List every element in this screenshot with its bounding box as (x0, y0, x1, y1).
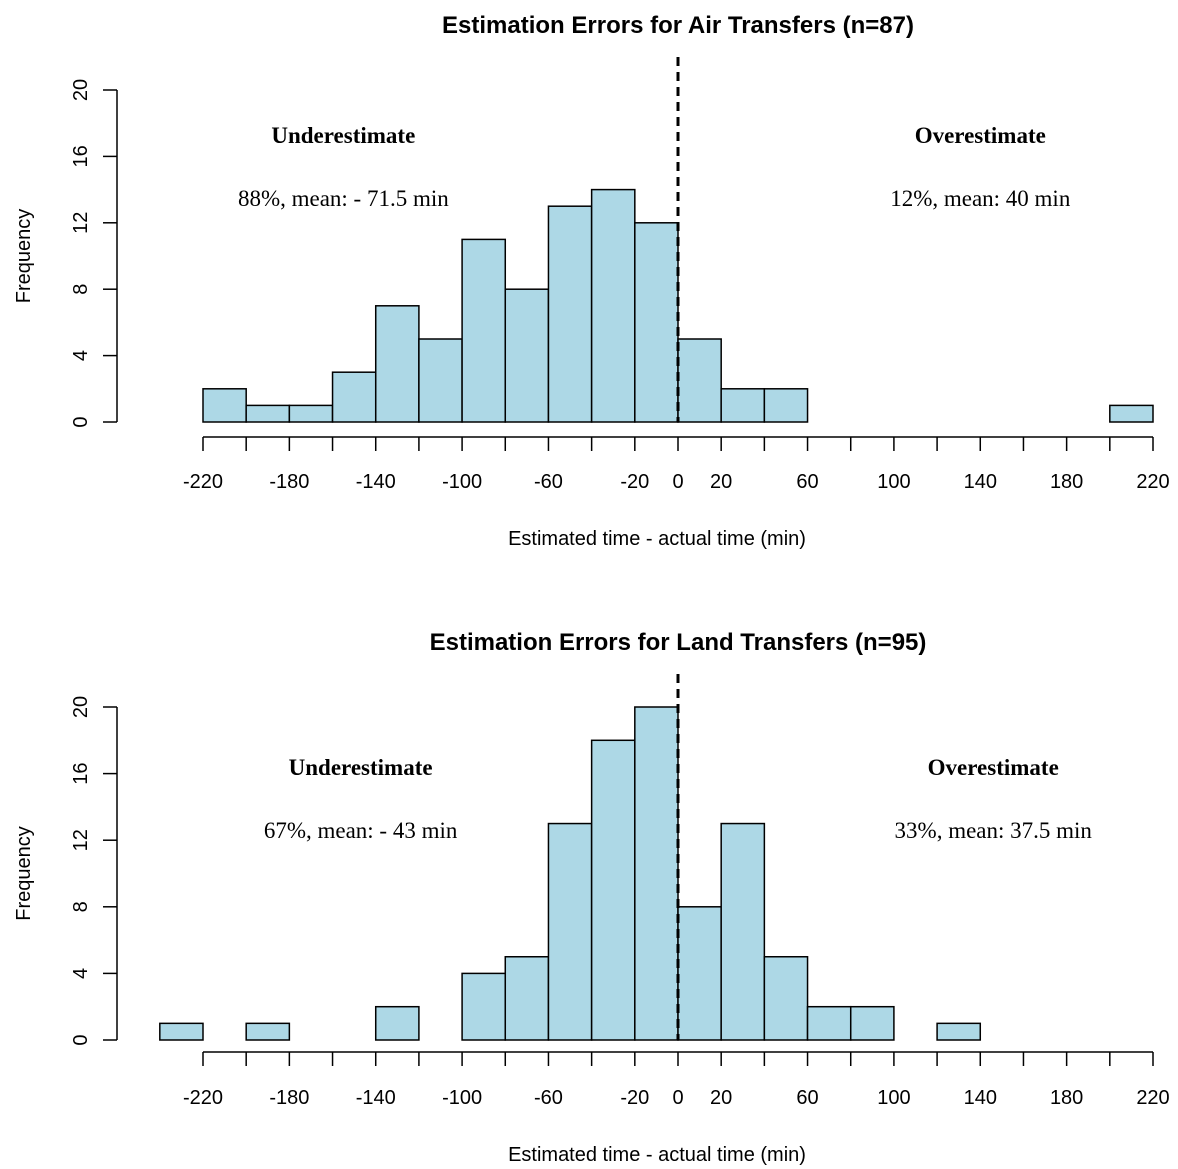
annotation-label: Underestimate (271, 123, 415, 148)
x-axis: -220 -180 -140 -100 -60 -20 0 20 60 100 140 180 220 E… (183, 436, 1170, 550)
x-tick-label: 20 (710, 1087, 732, 1109)
y-tick-label: 4 (70, 350, 92, 361)
bar (331, 371, 377, 423)
x-tick-label: 60 (796, 471, 818, 493)
x-tick-label: -100 (442, 471, 482, 493)
bar (504, 956, 550, 1041)
x-tick-label: -220 (183, 471, 223, 493)
x-tick-label: -180 (269, 1087, 309, 1109)
x-tick-label: -60 (534, 471, 563, 493)
bar (202, 388, 247, 423)
y-tick-label: 16 (70, 145, 92, 167)
x-tick-label: 100 (877, 1087, 910, 1109)
annotation-label: 12%, mean: 40 min (890, 186, 1071, 211)
bar (374, 1005, 420, 1041)
x-tick-label: -20 (620, 1087, 649, 1109)
y-tick-label: 20 (70, 79, 92, 101)
bar (634, 706, 679, 1041)
y-tick-label: 4 (70, 968, 92, 979)
x-tick-label: 180 (1050, 471, 1083, 493)
x-tick-label: -180 (269, 471, 309, 493)
bar (936, 1022, 982, 1041)
y-axis-label: Frequency (13, 826, 35, 921)
x-tick-label: -140 (356, 1087, 396, 1109)
bar (720, 388, 766, 423)
x-tick-label: 140 (964, 471, 997, 493)
bar (1109, 404, 1154, 423)
annotation-label: 88%, mean: - 71.5 min (238, 186, 449, 211)
bar (849, 1005, 895, 1041)
x-tick-label: -220 (183, 1087, 223, 1109)
bar (763, 388, 809, 423)
annotations: Underestimate 67%, mean: - 43 min Overesti… (264, 755, 1093, 843)
bar (245, 404, 291, 423)
x-tick-label: 20 (710, 471, 732, 493)
x-axis-label: Estimated time - actual time (min) (508, 528, 806, 550)
bar (634, 222, 679, 423)
bars (159, 706, 982, 1041)
chart-title: Estimation Errors for Land Transfers (n=… (430, 629, 927, 656)
y-tick-label: 12 (70, 212, 92, 234)
bar (720, 822, 766, 1041)
bars (202, 188, 1154, 423)
chart-panel-1: Estimation Errors for Air Transfers (n=8… (13, 12, 1170, 550)
bar (677, 906, 722, 1041)
y-axis: 0 4 8 12 16 20 Frequency (13, 696, 118, 1046)
bar (547, 822, 593, 1041)
bar (547, 205, 593, 423)
y-axis: 0 4 8 12 16 20 Frequency (13, 79, 118, 428)
bar (763, 956, 809, 1041)
x-tick-label: 220 (1136, 471, 1169, 493)
x-tick-label: -140 (356, 471, 396, 493)
bar (461, 238, 507, 423)
x-tick-label: 0 (672, 1087, 683, 1109)
annotation-label: Underestimate (289, 755, 433, 780)
bar (590, 739, 636, 1041)
x-tick-label: 100 (877, 471, 910, 493)
bar (418, 338, 463, 423)
bar (159, 1022, 204, 1041)
bar (288, 404, 334, 423)
annotation-label: Overestimate (928, 755, 1059, 780)
x-tick-label: -60 (534, 1087, 563, 1109)
chart-panel-2: Estimation Errors for Land Transfers (n=… (13, 629, 1170, 1166)
x-tick-label: -20 (620, 471, 649, 493)
bar (504, 288, 550, 423)
y-tick-label: 8 (70, 284, 92, 295)
x-axis-label: Estimated time - actual time (min) (508, 1144, 806, 1166)
y-tick-label: 0 (70, 416, 92, 427)
y-tick-label: 20 (70, 696, 92, 718)
x-tick-label: 220 (1136, 1087, 1169, 1109)
x-tick-label: 140 (964, 1087, 997, 1109)
bar (590, 188, 636, 423)
bar (461, 972, 507, 1041)
x-tick-label: -100 (442, 1087, 482, 1109)
x-tick-label: 60 (796, 1087, 818, 1109)
x-axis: -220 -180 -140 -100 -60 -20 0 20 60 100 140 180 220 E… (183, 1051, 1170, 1166)
bar (374, 305, 420, 423)
x-tick-label: 180 (1050, 1087, 1083, 1109)
y-tick-label: 8 (70, 901, 92, 912)
annotation-label: 67%, mean: - 43 min (264, 818, 458, 843)
y-tick-label: 12 (70, 829, 92, 851)
bar (677, 338, 722, 423)
bar (806, 1005, 852, 1041)
chart-title: Estimation Errors for Air Transfers (n=8… (442, 12, 914, 39)
x-tick-label: 0 (672, 471, 683, 493)
y-axis-label: Frequency (13, 209, 35, 304)
y-tick-label: 0 (70, 1034, 92, 1045)
annotation-label: Overestimate (915, 123, 1046, 148)
bar (245, 1022, 291, 1041)
y-tick-label: 16 (70, 762, 92, 784)
annotations: Underestimate 88%, mean: - 71.5 min Overes… (238, 123, 1071, 211)
annotation-label: 33%, mean: 37.5 min (895, 818, 1093, 843)
